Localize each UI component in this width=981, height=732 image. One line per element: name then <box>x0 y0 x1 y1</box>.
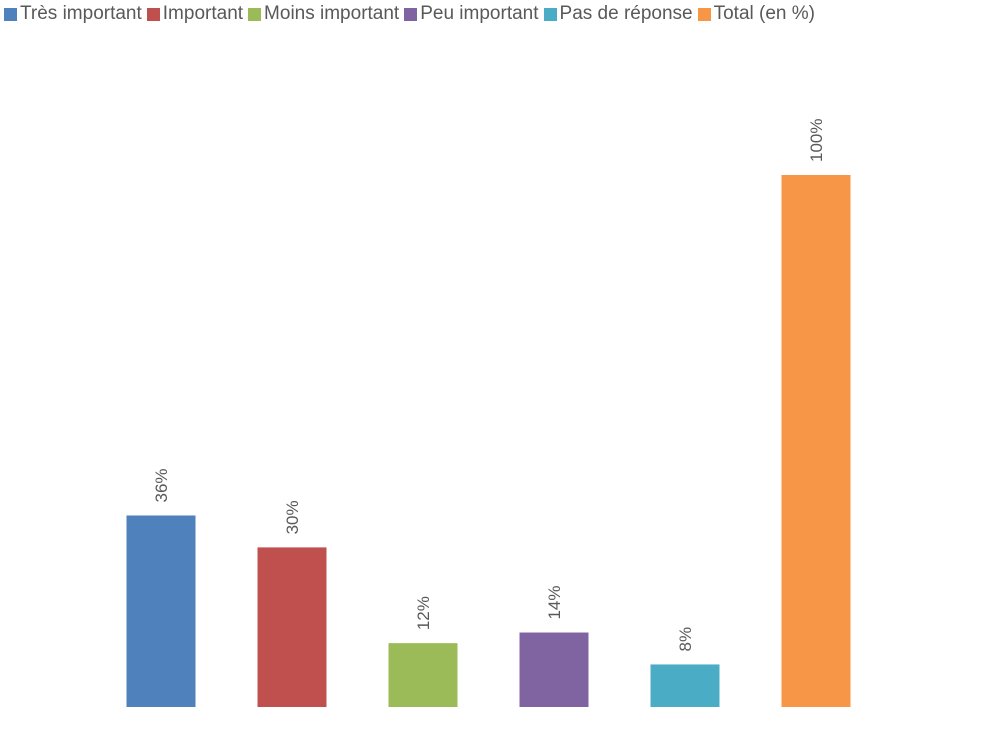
legend-label: Important <box>162 3 244 24</box>
bar-data-label: 12% <box>414 596 433 630</box>
legend-swatch <box>248 7 262 21</box>
legend-swatch <box>697 7 711 21</box>
legend-label: Moins important <box>264 3 400 24</box>
legend-swatch <box>4 7 17 21</box>
legend-item: Moins important <box>248 3 399 25</box>
bar-data-label: 30% <box>283 500 302 534</box>
legend-swatch <box>146 7 160 21</box>
legend-label: Très important <box>20 3 142 24</box>
bar-data-label: 36% <box>152 468 171 502</box>
chart-legend: Très important Important Moins important Pe… <box>4 1 820 27</box>
bar <box>126 515 196 707</box>
bar <box>650 664 720 707</box>
legend-item: Pas de réponse <box>543 3 693 25</box>
legend-label: Total (en %) <box>713 3 815 24</box>
legend-swatch <box>404 7 418 21</box>
legend-label: Peu important <box>420 3 539 24</box>
bar-data-label: 8% <box>676 627 695 652</box>
legend-label: Pas de réponse <box>559 3 693 24</box>
legend-swatch <box>543 7 557 21</box>
bar <box>781 175 851 707</box>
legend-item: Très important <box>4 3 142 25</box>
bar-data-label: 14% <box>545 585 564 619</box>
bar <box>519 632 589 707</box>
legend-item: Total (en %) <box>697 3 815 25</box>
bar <box>257 547 327 707</box>
bar <box>388 643 458 707</box>
bar-data-label: 100% <box>807 119 826 162</box>
legend-item: Important <box>146 3 244 25</box>
legend-item: Peu important <box>404 3 539 25</box>
